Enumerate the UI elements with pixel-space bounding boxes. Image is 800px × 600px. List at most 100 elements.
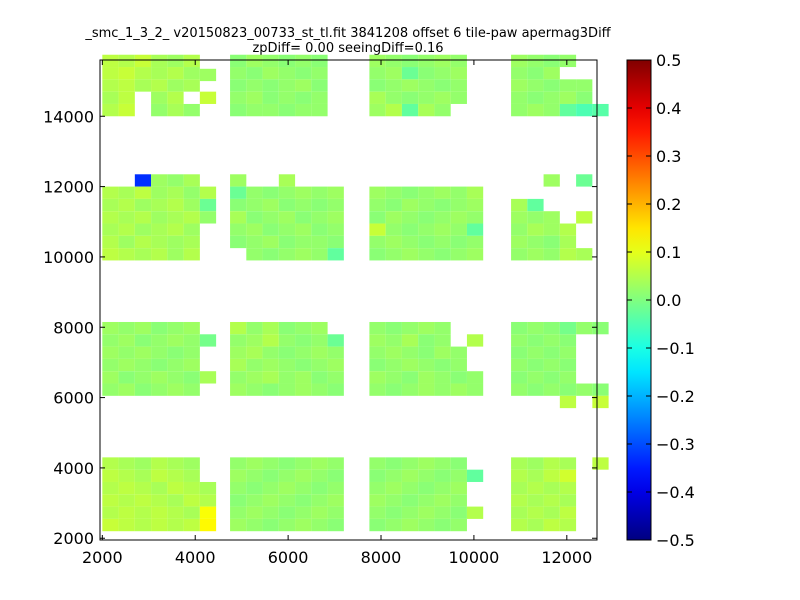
heatmap-cell — [385, 494, 402, 507]
heatmap-cell — [246, 469, 263, 482]
heatmap-cell — [102, 198, 119, 212]
heatmap-cell — [311, 358, 328, 372]
heatmap-cell — [511, 481, 528, 495]
heatmap-cell — [295, 54, 312, 68]
heatmap-cell — [559, 358, 577, 372]
heatmap-cell — [527, 334, 544, 347]
heatmap-cell — [369, 67, 386, 80]
heatmap-cell — [434, 223, 451, 236]
heatmap-cell — [151, 248, 168, 261]
colorbar-tick-label: 0.1 — [656, 243, 681, 262]
heatmap-cell — [418, 334, 435, 347]
heatmap-cell — [246, 358, 263, 372]
heatmap-cell — [246, 346, 263, 359]
heatmap-cell — [527, 223, 544, 236]
heatmap-cell — [118, 91, 135, 104]
heatmap-cell — [134, 494, 152, 507]
heatmap-cell — [134, 481, 152, 495]
heatmap-cell — [369, 198, 386, 212]
heatmap-cell — [230, 371, 247, 384]
heatmap-cell — [385, 346, 402, 359]
heatmap-cell — [311, 79, 328, 92]
heatmap-cell — [527, 371, 544, 384]
heatmap-cell — [230, 383, 247, 396]
heatmap-cell — [151, 518, 168, 532]
heatmap-cell — [369, 371, 386, 384]
heatmap-cell — [450, 457, 467, 470]
heatmap-cell — [434, 321, 451, 335]
heatmap-cell — [118, 235, 135, 249]
heatmap-cell — [450, 211, 467, 224]
heatmap-cell — [559, 383, 577, 396]
heatmap-cell — [295, 358, 312, 372]
heatmap-cell — [102, 358, 119, 372]
heatmap-cell — [369, 383, 386, 396]
heatmap-cell — [401, 79, 419, 92]
heatmap-cell — [118, 346, 135, 359]
heatmap-cell — [434, 469, 451, 482]
heatmap-cell — [327, 211, 344, 224]
heatmap-cell — [134, 321, 152, 335]
heatmap-cell — [385, 334, 402, 347]
heatmap-cell — [527, 518, 544, 532]
heatmap-cell — [543, 469, 560, 482]
heatmap-cell — [434, 457, 451, 470]
heatmap-cell — [246, 383, 263, 396]
heatmap-cell — [434, 481, 451, 495]
heatmap-cell — [385, 223, 402, 236]
y-tick-label: 10000 — [43, 248, 94, 267]
heatmap-cell — [511, 457, 528, 470]
heatmap-cell — [167, 481, 184, 495]
heatmap-cell — [466, 506, 484, 519]
heatmap-cell — [592, 395, 609, 409]
heatmap-cell — [151, 334, 168, 347]
y-tick-label: 8000 — [53, 318, 94, 337]
heatmap-cell — [262, 506, 279, 519]
heatmap-cell — [450, 346, 467, 359]
heatmap-cell — [118, 481, 135, 495]
heatmap-cell — [246, 321, 263, 335]
heatmap-cell — [401, 321, 419, 335]
heatmap-cell — [262, 223, 279, 236]
heatmap-cell — [183, 174, 200, 187]
colorbar-tick-label: −0.4 — [656, 483, 695, 502]
heatmap-cell — [151, 346, 168, 359]
heatmap-cell — [151, 186, 168, 199]
heatmap-cell — [262, 457, 279, 470]
heatmap-cells — [102, 54, 609, 532]
heatmap-cell — [295, 223, 312, 236]
heatmap-cell — [466, 223, 484, 236]
heatmap-cell — [262, 321, 279, 335]
heatmap-cell — [418, 358, 435, 372]
heatmap-cell — [278, 54, 296, 68]
heatmap-cell — [527, 198, 544, 212]
heatmap-cell — [511, 235, 528, 249]
heatmap-cell — [527, 358, 544, 372]
heatmap-cell — [311, 321, 328, 335]
heatmap-cell — [527, 54, 544, 68]
heatmap-cell — [434, 371, 451, 384]
chart-title-line-1: _smc_1_3_2_ v20150823_00733_st_tl.fit 38… — [84, 26, 611, 41]
heatmap-cell — [511, 198, 528, 212]
heatmap-cell — [134, 79, 152, 92]
heatmap-cell — [151, 198, 168, 212]
heatmap-cell — [311, 469, 328, 482]
heatmap-cell — [450, 383, 467, 396]
heatmap-cell — [102, 506, 119, 519]
heatmap-cell — [385, 506, 402, 519]
heatmap-cell — [167, 334, 184, 347]
colorbar-tick-label: −0.2 — [656, 387, 695, 406]
heatmap-cell — [183, 518, 200, 532]
heatmap-cell — [134, 371, 152, 384]
heatmap-cell — [401, 334, 419, 347]
heatmap-cell — [466, 371, 484, 384]
heatmap-cell — [311, 383, 328, 396]
heatmap-cell — [311, 211, 328, 224]
heatmap-cell — [151, 235, 168, 249]
heatmap-cell — [327, 457, 344, 470]
heatmap-cell — [559, 103, 577, 117]
heatmap-cell — [527, 506, 544, 519]
heatmap-cell — [230, 481, 247, 495]
heatmap-cell — [311, 54, 328, 68]
